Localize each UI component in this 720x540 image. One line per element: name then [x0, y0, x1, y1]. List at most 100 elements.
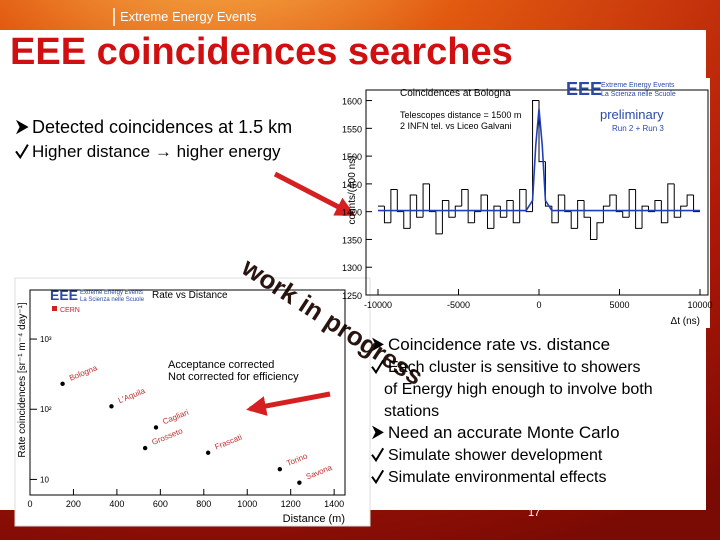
bottom-plot-frame — [14, 277, 371, 527]
histogram-bin — [583, 200, 591, 218]
plot-logo-line: La Scienza nelle Scuole — [601, 91, 676, 98]
plot-title: Coincidences at Bologna — [400, 88, 511, 99]
histogram-bin — [403, 211, 411, 229]
annotation: Telescopes distance = 1500 m — [400, 110, 521, 120]
page-number: 17 — [528, 507, 540, 519]
bullet-arrow — [372, 425, 384, 440]
top-plot-frame — [340, 78, 710, 328]
x-tick-label: 5000 — [609, 300, 629, 310]
point — [109, 404, 114, 409]
brand: Extreme Energy Events — [120, 9, 257, 24]
histogram-bin — [519, 188, 527, 223]
point — [205, 450, 211, 455]
histogram-bin — [590, 217, 597, 240]
y-tick-label: 1500 — [342, 152, 362, 162]
histogram-bin — [480, 194, 488, 212]
x-axis-label: Δt (ns) — [671, 316, 700, 327]
y-tick-label: 1250 — [342, 291, 362, 301]
arrow — [246, 391, 331, 416]
x-tick-label: 800 — [196, 499, 211, 509]
histogram-bin — [615, 195, 623, 213]
x-tick-label: 600 — [153, 499, 168, 509]
point — [277, 466, 283, 472]
dynamic-layer: Detected coincidences at 1.5 km Higher di… — [15, 79, 713, 525]
y-tick-label: 10 — [40, 475, 49, 484]
histogram-bin — [557, 194, 565, 223]
annotation: Acceptance corrected — [168, 359, 274, 371]
fit-line — [378, 108, 700, 212]
histogram-bin — [686, 194, 694, 207]
histogram-bin — [435, 211, 443, 235]
histogram-bin — [409, 194, 417, 229]
x-tick-label: 0 — [27, 499, 32, 509]
histogram-bin — [532, 100, 539, 212]
bullet-text: of Energy high enough to involve both — [384, 381, 653, 398]
x-tick-label: 1000 — [237, 499, 257, 509]
histogram-bin — [577, 200, 585, 229]
y-tick-label: 1600 — [342, 97, 362, 107]
bullet-text: Detected coincidences at 1.5 km — [32, 117, 292, 137]
histogram-bin — [551, 206, 559, 224]
histogram-bin — [660, 200, 668, 224]
annotation: Not corrected for efficiency — [168, 371, 299, 383]
histogram-bin — [564, 195, 572, 213]
histogram-bin — [647, 206, 655, 213]
histogram-bin — [635, 189, 643, 229]
histogram-bin — [416, 195, 424, 218]
x-tick-label: -10000 — [364, 300, 392, 310]
x-tick-label: 10000 — [687, 300, 712, 310]
plot-logo-line: La Scienza nelle Scuole — [80, 297, 145, 303]
histogram-bin — [680, 205, 688, 218]
histogram-bin — [422, 183, 430, 218]
plot-area — [365, 89, 709, 296]
histogram-bin — [525, 189, 533, 213]
histogram-bin — [596, 222, 604, 240]
histogram-bin — [628, 188, 636, 218]
plot-logo: EEE — [566, 79, 602, 99]
histogram-bin — [390, 188, 398, 223]
x-axis-label: Distance (m) — [283, 513, 345, 525]
point — [153, 425, 159, 430]
status: preliminary — [600, 107, 664, 122]
y-tick-label: 1450 — [342, 180, 362, 190]
x-tick-label: 400 — [109, 499, 124, 509]
histogram-bin — [622, 211, 630, 218]
bullet-check — [371, 447, 385, 463]
histogram-bin — [512, 200, 520, 224]
point — [60, 381, 65, 387]
histogram-bin — [486, 195, 494, 229]
point — [297, 480, 302, 485]
x-tick-label: 1200 — [281, 499, 301, 509]
plot-logo-line: Extreme Energy Events — [601, 82, 675, 89]
bullet-text: Simulate shower development — [388, 447, 603, 464]
bullet-text: Each cluster is sensitive to showers — [388, 359, 641, 376]
plot-title: Rate vs Distance — [152, 290, 228, 301]
bullet-text: Need an accurate Monte Carlo — [388, 423, 620, 442]
runs: Run 2 + Run 3 — [612, 124, 664, 133]
histogram-bin — [602, 205, 610, 223]
histogram-bin — [693, 195, 700, 213]
x-tick-label: 1400 — [324, 499, 344, 509]
y-tick-label: 1400 — [342, 208, 362, 218]
histogram-bin — [383, 206, 391, 224]
histogram-bin — [454, 205, 462, 218]
legend-marker — [52, 306, 57, 311]
bullet-arrow — [372, 337, 384, 352]
x-tick-label: -5000 — [447, 300, 470, 310]
bullet-arrow — [16, 119, 29, 135]
plot-logo: EEE — [50, 287, 78, 303]
y-axis-label: Rate coincidences [sr⁻¹ m⁻⁴ day⁻¹] — [17, 302, 28, 457]
histogram-bin — [448, 200, 456, 218]
histogram-bin — [467, 189, 475, 224]
legend-label: CERN — [60, 307, 80, 314]
y-tick-label: 1550 — [342, 124, 362, 134]
y-axis-label: counts/(400 ns) — [347, 156, 358, 225]
histogram-bin — [441, 200, 449, 234]
y-tick-label: 10² — [40, 405, 52, 414]
histogram-bin — [673, 183, 681, 218]
bullet-check — [371, 359, 385, 375]
histogram-bin — [461, 188, 469, 207]
histogram-bin — [429, 183, 436, 213]
arrow — [273, 171, 356, 217]
